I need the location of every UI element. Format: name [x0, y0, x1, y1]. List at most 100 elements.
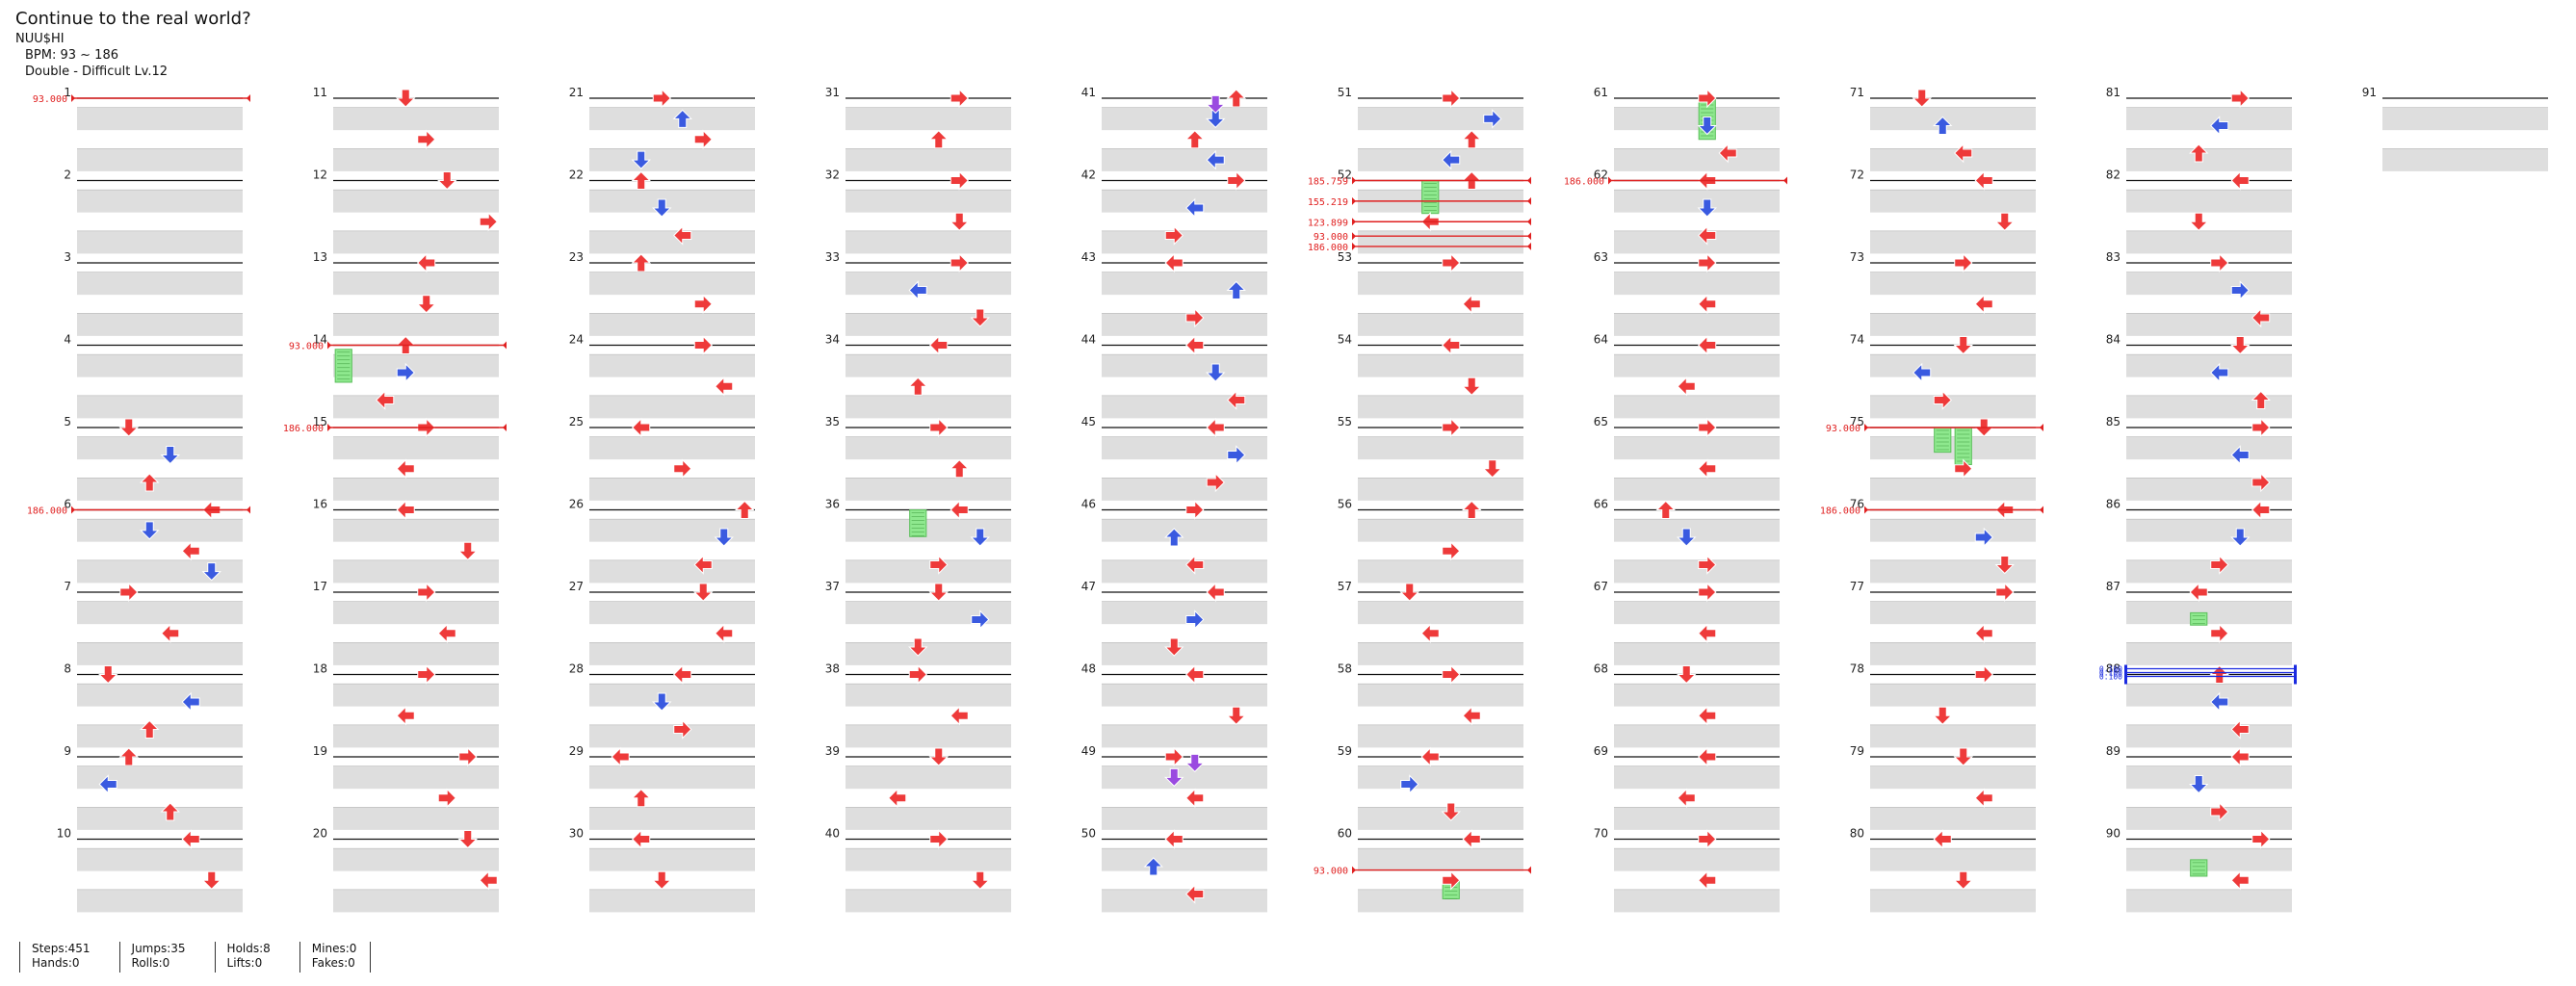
arrow-shape — [673, 719, 692, 740]
beat-band — [1102, 395, 1267, 419]
beat-band — [333, 272, 499, 296]
beat-band — [589, 395, 755, 419]
arrow-shape — [1698, 458, 1717, 479]
measure-number: 84 — [2106, 333, 2121, 347]
difficulty-label: Double - Difficult Lv.12 — [25, 65, 169, 79]
step-arrow-d — [631, 150, 651, 169]
measure-number: 45 — [1081, 415, 1096, 428]
measure-number: 64 — [1594, 333, 1608, 347]
arrow-shape — [1698, 746, 1717, 767]
arrow-shape — [1677, 376, 1696, 397]
step-arrow-u — [1462, 130, 1482, 149]
step-arrow-l — [2251, 500, 2271, 520]
beat-band — [2126, 148, 2292, 171]
measure-number: 4 — [64, 333, 71, 347]
arrow-shape — [1697, 198, 1717, 218]
beat-band — [846, 601, 1011, 625]
step-arrow-d — [437, 171, 457, 191]
arrow-shape — [1677, 528, 1697, 547]
step-arrow-r — [2210, 801, 2229, 822]
bpm-range: BPM: 93 ~ 186 — [25, 48, 118, 63]
arrow-shape — [1399, 583, 1419, 602]
step-arrow-l — [1164, 829, 1184, 849]
step-arrow-r — [1698, 582, 1717, 603]
arrow-shape — [929, 829, 949, 849]
bpm-tick-left — [327, 424, 331, 431]
arrow-shape — [1420, 746, 1440, 767]
beat-band — [589, 107, 755, 131]
beat-band — [1870, 807, 2036, 830]
bpm-change: 93.000 — [1826, 424, 2043, 434]
arrow-shape — [1164, 767, 1184, 788]
step-arrow-d — [98, 665, 118, 685]
step-arrow-u — [1655, 500, 1676, 519]
arrow-shape — [181, 691, 200, 713]
arrow-shape — [458, 746, 478, 767]
step-arrow-r — [1933, 390, 1952, 410]
beat-band — [1870, 230, 2036, 254]
measure-number: 13 — [313, 250, 327, 264]
arrow-shape — [1185, 610, 1205, 630]
measure-63: 63 — [1594, 250, 1780, 336]
step-arrow-d — [1226, 706, 1246, 725]
step-arrow-l — [611, 746, 630, 767]
measure-number: 90 — [2106, 827, 2121, 841]
measure-56: 56 — [1338, 498, 1523, 584]
step-arrow-l — [1698, 623, 1717, 643]
arrow-shape — [396, 500, 415, 520]
step-arrow-u — [631, 253, 651, 272]
beat-band — [589, 642, 755, 665]
beat-band — [1614, 148, 1780, 171]
bpm-tick-right — [1527, 866, 1531, 874]
bpm-tick-left — [327, 341, 331, 350]
step-arrow-l — [2230, 719, 2250, 740]
bpm-change: 93.000 — [289, 341, 507, 352]
step-arrow-l — [2210, 691, 2229, 713]
step-arrow-u — [1226, 280, 1246, 299]
bpm-label: 93.000 — [289, 342, 324, 352]
arrow-shape — [1185, 664, 1205, 685]
measure-number: 72 — [1850, 169, 1864, 182]
beat-band — [846, 765, 1011, 790]
measure-78: 78 — [1850, 662, 2036, 748]
step-arrow-r — [2251, 829, 2271, 849]
arrow-shape — [479, 212, 498, 232]
measure-number: 61 — [1594, 86, 1608, 99]
step-arrow-l — [1933, 829, 1952, 849]
bpm-change: 186.000 — [1820, 506, 2043, 517]
step-arrow-d — [714, 528, 734, 547]
beat-band — [1614, 354, 1780, 377]
measure-number: 48 — [1081, 662, 1096, 676]
step-arrow-l — [1206, 149, 1225, 170]
measure-44: 44 — [1081, 333, 1267, 419]
song-title: Continue to the real world? — [15, 9, 251, 29]
measure-number: 36 — [825, 498, 840, 511]
arrow-shape — [1442, 664, 1461, 685]
measure-72: 72 — [1850, 169, 2036, 254]
arrow-shape — [632, 829, 651, 849]
step-arrow-d — [1953, 336, 1973, 355]
measure-70: 70 — [1594, 827, 1780, 913]
measure-number: 66 — [1594, 498, 1608, 511]
measure-29: 29 — [569, 744, 755, 830]
beat-band — [589, 601, 755, 625]
step-arrow-l — [181, 829, 200, 849]
measure-number: 29 — [569, 744, 584, 758]
step-arrow-l — [1185, 197, 1205, 219]
arrow-shape — [417, 129, 436, 149]
measure-number: 25 — [569, 415, 584, 428]
arrow-shape — [693, 335, 713, 355]
step-arrow-d — [1953, 747, 1973, 766]
beat-band — [2126, 807, 2292, 830]
step-arrow-l — [2230, 870, 2250, 891]
measure-number: 3 — [64, 250, 71, 264]
beat-band — [1870, 436, 2036, 460]
measure-number: 52 — [1338, 169, 1352, 182]
arrow-shape — [437, 171, 457, 191]
arrow-shape — [1933, 706, 1953, 725]
step-arrow-r — [1698, 829, 1717, 849]
measure-number: 5 — [64, 415, 71, 428]
beat-band — [589, 190, 755, 213]
step-arrow-r — [1227, 170, 1246, 191]
measure-number: 53 — [1338, 250, 1352, 264]
